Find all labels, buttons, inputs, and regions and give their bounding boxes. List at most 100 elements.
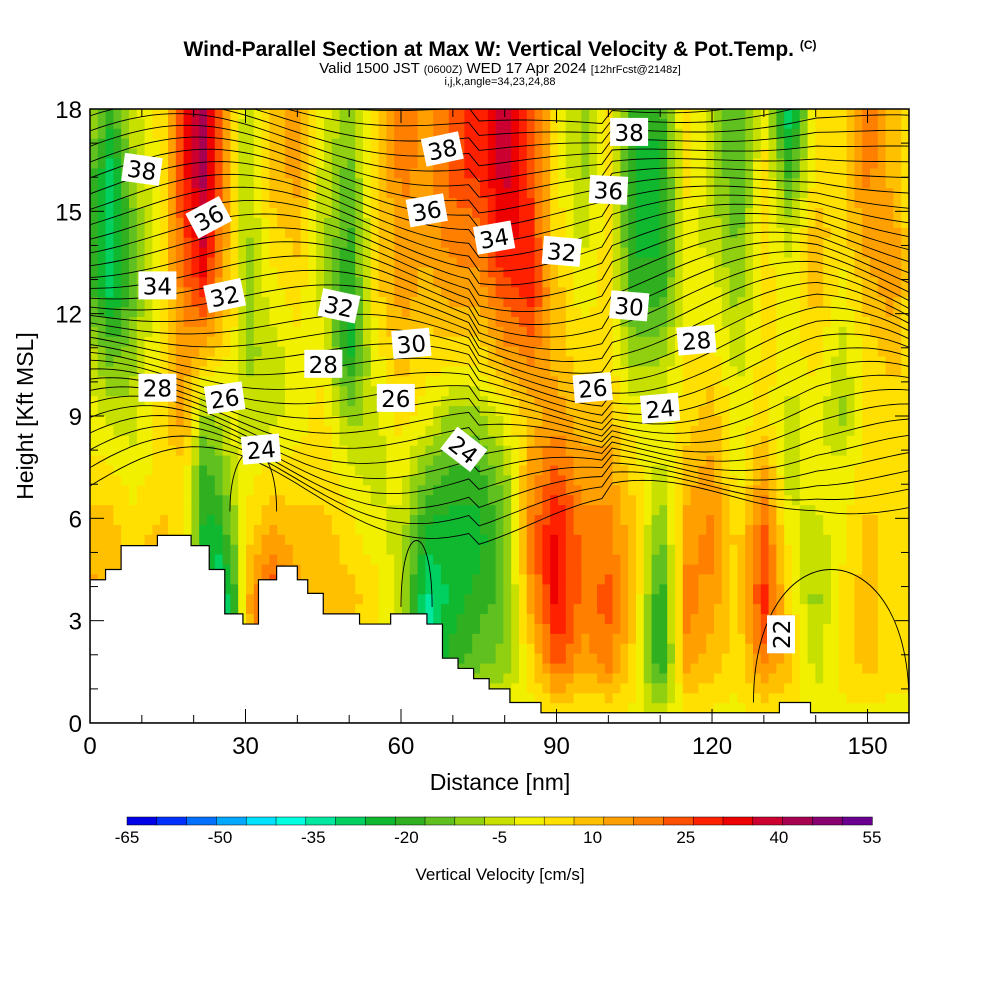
velocity-cell: [269, 346, 278, 358]
velocity-cell: [214, 376, 224, 387]
velocity-cell: [612, 366, 621, 377]
velocity-cell: [90, 316, 99, 328]
velocity-cell: [207, 475, 216, 486]
velocity-cell: [246, 356, 255, 368]
velocity-cell: [511, 237, 520, 249]
velocity-cell: [573, 406, 582, 417]
velocity-cell: [558, 515, 567, 526]
velocity-cell: [113, 287, 122, 298]
velocity-cell: [667, 247, 676, 259]
velocity-cell: [378, 109, 387, 120]
velocity-cell: [589, 128, 598, 140]
velocity-cell: [160, 326, 169, 338]
velocity-cell: [97, 227, 107, 239]
velocity-cell: [331, 336, 341, 348]
velocity-cell: [339, 386, 348, 397]
velocity-cell: [550, 515, 559, 526]
velocity-cell: [690, 445, 699, 457]
velocity-cell: [526, 544, 536, 556]
velocity-cell: [191, 485, 200, 496]
velocity-cell: [604, 435, 614, 447]
velocity-cell: [324, 316, 333, 328]
velocity-cell: [667, 435, 676, 447]
velocity-cell: [550, 346, 559, 358]
velocity-cell: [433, 227, 442, 239]
velocity-cell: [97, 336, 107, 348]
velocity-cell: [324, 564, 333, 576]
velocity-cell: [183, 515, 192, 526]
velocity-cell: [659, 336, 668, 348]
velocity-cell: [472, 465, 481, 477]
velocity-cell: [589, 703, 598, 714]
velocity-cell: [199, 534, 208, 546]
velocity-cell: [612, 673, 621, 684]
velocity-cell: [682, 544, 692, 556]
velocity-cell: [292, 128, 302, 140]
velocity-cell: [534, 307, 543, 318]
velocity-cell: [246, 406, 255, 417]
velocity-cell: [292, 267, 302, 278]
velocity-cell: [612, 574, 621, 585]
velocity-cell: [636, 673, 645, 684]
velocity-cell: [152, 356, 161, 368]
velocity-cell: [97, 386, 107, 397]
velocity-cell: [347, 346, 356, 358]
velocity-cell: [402, 158, 411, 170]
velocity-cell: [542, 168, 551, 179]
velocity-cell: [160, 178, 169, 189]
velocity-cell: [597, 643, 606, 655]
velocity-cell: [620, 376, 629, 387]
velocity-cell: [316, 316, 325, 328]
velocity-cell: [636, 643, 645, 655]
velocity-cell: [144, 515, 153, 526]
velocity-cell: [534, 287, 543, 298]
velocity-cell: [121, 485, 130, 496]
velocity-cell: [511, 297, 520, 308]
velocity-cell: [659, 455, 668, 467]
velocity-cell: [409, 356, 419, 368]
velocity-cell: [370, 465, 380, 477]
velocity-cell: [144, 495, 153, 506]
velocity-cell: [667, 663, 676, 675]
velocity-cell: [238, 574, 247, 585]
velocity-cell: [636, 604, 645, 615]
velocity-cell: [526, 118, 536, 130]
velocity-cell: [152, 455, 161, 467]
velocity-cell: [269, 138, 278, 150]
velocity-cell: [542, 217, 551, 229]
velocity-cell: [191, 465, 200, 477]
velocity-cell: [160, 336, 169, 348]
velocity-cell: [511, 524, 520, 536]
velocity-cell: [168, 188, 177, 199]
velocity-cell: [706, 247, 715, 259]
velocity-cell: [214, 257, 224, 269]
velocity-cell: [565, 208, 575, 219]
velocity-cell: [175, 326, 185, 338]
velocity-cell: [191, 287, 200, 298]
velocity-cell: [480, 109, 489, 120]
velocity-cell: [643, 564, 653, 576]
velocity-cell: [667, 614, 676, 625]
velocity-cell: [121, 465, 130, 477]
velocity-cell: [714, 227, 723, 239]
velocity-cell: [565, 346, 575, 358]
velocity-cell: [698, 524, 707, 536]
velocity-cell: [261, 564, 270, 576]
velocity-cell: [448, 584, 458, 595]
velocity-cell: [612, 653, 621, 665]
velocity-cell: [363, 168, 372, 179]
velocity-cell: [152, 316, 161, 328]
velocity-cell: [152, 237, 161, 249]
velocity-cell: [168, 465, 177, 477]
velocity-cell: [456, 178, 465, 189]
velocity-cell: [612, 495, 621, 506]
velocity-cell: [706, 633, 715, 645]
velocity-cell: [519, 158, 528, 170]
velocity-cell: [277, 336, 286, 348]
velocity-cell: [168, 336, 177, 348]
velocity-cell: [698, 406, 707, 417]
velocity-cell: [425, 485, 434, 496]
velocity-cell: [370, 277, 380, 288]
velocity-cell: [503, 663, 512, 675]
velocity-cell: [487, 178, 497, 189]
